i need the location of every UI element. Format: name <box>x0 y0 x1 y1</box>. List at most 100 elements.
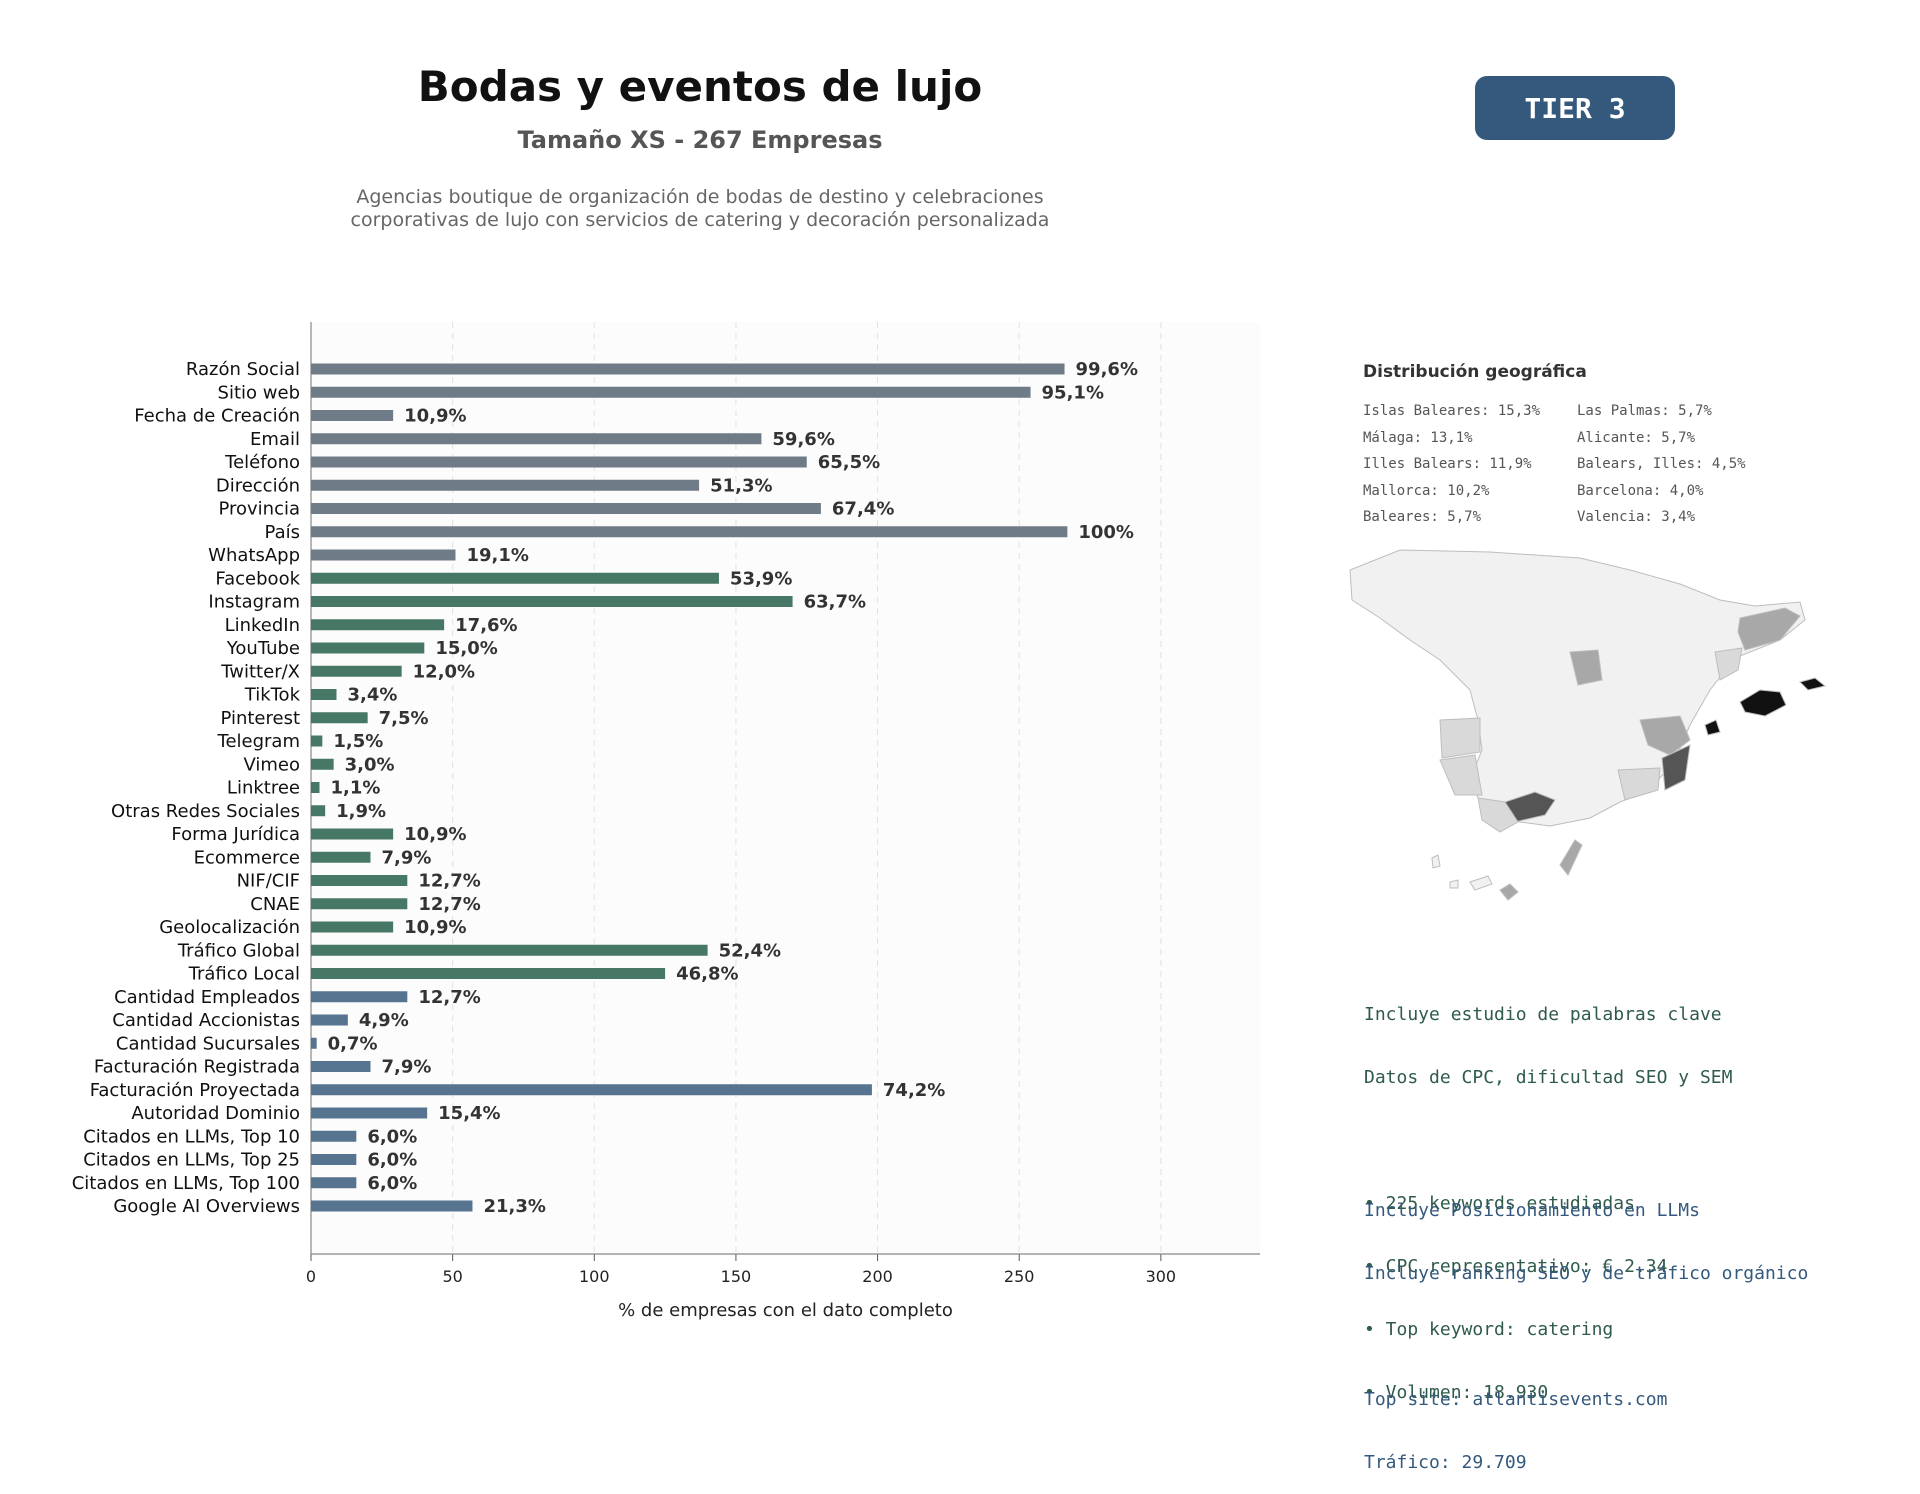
y-tick-label: Forma Jurídica <box>171 824 300 845</box>
y-tick-label: Teléfono <box>224 452 300 473</box>
bar <box>311 363 1065 375</box>
bar <box>311 549 456 561</box>
y-tick-label: Otras Redes Sociales <box>111 801 300 822</box>
data-label: 12,7% <box>418 871 480 892</box>
y-tick-label: TikTok <box>244 685 301 706</box>
y-tick-label: Facturación Proyectada <box>90 1080 300 1101</box>
data-label: 1,9% <box>336 801 386 822</box>
bar <box>311 828 394 840</box>
map-island-menorca <box>1799 677 1827 691</box>
map-island-gran-canaria <box>1499 883 1519 901</box>
y-tick-label: Facebook <box>215 568 300 589</box>
bar <box>311 1200 473 1212</box>
geo-item: Alicante: 5,7% <box>1577 429 1696 446</box>
y-tick-label: Dirección <box>216 475 300 496</box>
y-tick-label: Geolocalización <box>159 917 300 938</box>
data-label: 0,7% <box>328 1033 378 1054</box>
y-tick-label: Facturación Registrada <box>94 1057 300 1078</box>
data-label: 21,3% <box>483 1196 545 1217</box>
y-tick-label: Cantidad Sucursales <box>116 1033 300 1054</box>
bar <box>311 1084 872 1096</box>
geo-item: Mallorca: 10,2% <box>1363 482 1490 499</box>
y-tick-label: CNAE <box>250 894 300 915</box>
map-island-gomera <box>1449 879 1459 889</box>
geo-list-right: Las Palmas: 5,7% Alicante: 5,7% Balears,… <box>1577 398 1746 531</box>
bar <box>311 1014 348 1026</box>
map-region-murcia <box>1617 767 1661 801</box>
y-tick-label: Twitter/X <box>220 661 300 682</box>
geo-title: Distribución geográfica <box>1363 362 1587 382</box>
x-tick-label: 300 <box>1146 1267 1177 1286</box>
geo-item: Las Palmas: 5,7% <box>1577 403 1712 419</box>
tier-badge: TIER 3 <box>1475 76 1675 140</box>
data-label: 12,7% <box>418 894 480 915</box>
y-tick-label: Tráfico Global <box>177 940 300 961</box>
geo-item: Baleares: 5,7% <box>1363 509 1482 525</box>
data-label: 3,0% <box>345 754 395 775</box>
y-tick-label: Linktree <box>227 778 300 799</box>
data-label: 51,3% <box>710 475 772 496</box>
y-tick-label: Citados en LLMs, Top 100 <box>72 1173 300 1194</box>
map-region-madrid <box>1569 649 1603 686</box>
y-tick-label: Tráfico Local <box>188 964 300 985</box>
x-axis-label: % de empresas con el dato completo <box>618 1300 953 1321</box>
data-label: 7,9% <box>381 847 431 868</box>
y-tick-label: Autoridad Dominio <box>131 1103 300 1124</box>
data-label: 59,6% <box>772 429 834 450</box>
data-label: 15,0% <box>435 638 497 659</box>
x-tick-label: 150 <box>721 1267 752 1286</box>
y-tick-label: Fecha de Creación <box>134 406 300 427</box>
y-tick-label: Cantidad Accionistas <box>112 1010 300 1031</box>
bar <box>311 689 337 700</box>
data-label: 95,1% <box>1042 382 1104 403</box>
bar <box>311 665 402 677</box>
y-tick-label: Razón Social <box>186 359 300 380</box>
page-description: Agencias boutique de organización de bod… <box>350 186 1050 231</box>
bar <box>311 735 323 747</box>
info-line: • Top keyword: catering <box>1364 1319 1614 1340</box>
data-label: 10,9% <box>404 406 466 427</box>
data-label: 10,9% <box>404 917 466 938</box>
bar <box>311 1177 357 1189</box>
geo-item: Valencia: 3,4% <box>1577 509 1696 525</box>
y-tick-label: Citados en LLMs, Top 10 <box>83 1126 300 1147</box>
bar <box>311 1037 317 1049</box>
map-region-huelva <box>1439 754 1483 796</box>
y-tick-label: Cantidad Empleados <box>114 987 300 1008</box>
info-line: Incluye estudio de palabras clave <box>1364 1004 1722 1025</box>
bar <box>311 782 320 793</box>
info-line <box>1364 1326 1808 1347</box>
map-island-la-palma <box>1431 854 1441 869</box>
y-tick-label: Ecommerce <box>194 847 300 868</box>
bar-chart: 0 50 100 150 200 250 300 Razón Social 99,6% Sitio… <box>72 322 1260 1321</box>
info-line: Tráfico: 29.709 <box>1364 1452 1527 1473</box>
y-tick-label: Pinterest <box>220 708 300 729</box>
map-region-alicante <box>1661 744 1691 791</box>
data-label: 10,9% <box>404 824 466 845</box>
bar <box>311 596 793 607</box>
bar <box>311 712 368 724</box>
map-region-tarragona <box>1714 647 1743 681</box>
bar <box>311 921 394 933</box>
data-label: 12,0% <box>413 661 475 682</box>
geo-item: Illes Balears: 11,9% <box>1363 456 1532 472</box>
y-tick-label: Sitio web <box>218 382 300 403</box>
map-island-fuerteventura <box>1559 839 1583 876</box>
data-label: 12,7% <box>418 987 480 1008</box>
data-label: 1,1% <box>330 778 380 799</box>
data-label: 15,4% <box>438 1103 500 1124</box>
spain-map <box>1349 549 1827 901</box>
geo-item: Málaga: 13,1% <box>1363 429 1473 446</box>
y-tick-label: País <box>265 522 300 543</box>
bar <box>311 1107 428 1119</box>
bar <box>311 991 408 1003</box>
data-label: 52,4% <box>719 940 781 961</box>
info-line <box>1364 1130 1732 1151</box>
geo-item: Balears, Illes: 4,5% <box>1577 456 1746 472</box>
data-label: 46,8% <box>676 964 738 985</box>
info-line: • Volumen: 18.930 <box>1364 1382 1549 1403</box>
bar <box>311 875 408 886</box>
y-tick-label: NIF/CIF <box>237 871 300 892</box>
data-label: 6,0% <box>367 1150 417 1171</box>
bar <box>311 619 445 631</box>
